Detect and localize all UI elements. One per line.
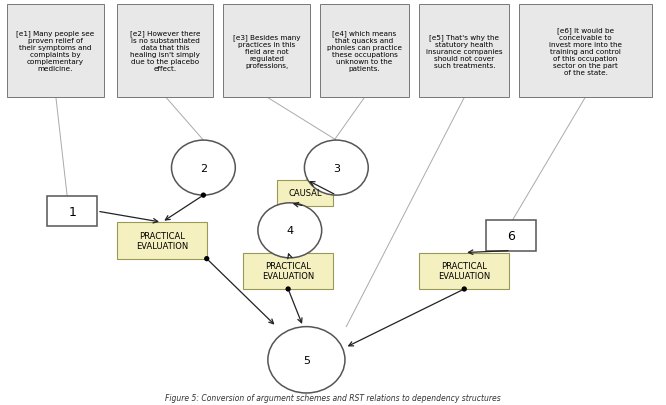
FancyBboxPatch shape [420, 5, 509, 98]
FancyBboxPatch shape [243, 253, 333, 289]
Ellipse shape [258, 203, 322, 258]
Text: 4: 4 [286, 226, 293, 236]
Text: [e5] That's why the
statutory health
insurance companies
should not cover
such t: [e5] That's why the statutory health ins… [426, 34, 503, 68]
Text: PRACTICAL
EVALUATION: PRACTICAL EVALUATION [262, 262, 314, 281]
FancyBboxPatch shape [320, 5, 410, 98]
FancyBboxPatch shape [519, 5, 652, 98]
Text: [e6] It would be
conceivable to
invest more into the
training and control
of thi: [e6] It would be conceivable to invest m… [549, 27, 622, 75]
Text: 5: 5 [303, 355, 310, 365]
Text: [e1] Many people see
proven relief of
their symptoms and
complaints by
complemen: [e1] Many people see proven relief of th… [17, 30, 95, 72]
Text: PRACTICAL
EVALUATION: PRACTICAL EVALUATION [438, 262, 490, 281]
Text: Figure 5: Conversion of argument schemes and RST relations to dependency structu: Figure 5: Conversion of argument schemes… [165, 393, 501, 402]
Text: 2: 2 [200, 163, 207, 173]
FancyBboxPatch shape [117, 223, 206, 259]
Ellipse shape [462, 287, 467, 292]
FancyBboxPatch shape [117, 5, 213, 98]
Ellipse shape [268, 327, 345, 393]
Text: [e3] Besides many
practices in this
field are not
regulated
professions,: [e3] Besides many practices in this fiel… [233, 34, 300, 68]
Ellipse shape [172, 141, 235, 196]
Text: 6: 6 [507, 229, 515, 242]
Text: 3: 3 [333, 163, 340, 173]
FancyBboxPatch shape [223, 5, 310, 98]
FancyBboxPatch shape [47, 196, 97, 227]
Text: CAUSAL: CAUSAL [288, 189, 322, 198]
Text: [e4] which means
that quacks and
phonies can practice
these occupations
unknown : [e4] which means that quacks and phonies… [327, 30, 402, 72]
Ellipse shape [204, 256, 209, 262]
FancyBboxPatch shape [276, 180, 333, 207]
Ellipse shape [304, 141, 368, 196]
Ellipse shape [200, 193, 206, 198]
Text: 1: 1 [68, 205, 76, 218]
FancyBboxPatch shape [486, 221, 535, 251]
FancyBboxPatch shape [420, 253, 509, 289]
Ellipse shape [286, 287, 291, 292]
Text: PRACTICAL
EVALUATION: PRACTICAL EVALUATION [136, 231, 188, 251]
Text: [e2] However there
is no substantiated
data that this
healing isn't simply
due t: [e2] However there is no substantiated d… [130, 30, 200, 72]
FancyBboxPatch shape [7, 5, 104, 98]
